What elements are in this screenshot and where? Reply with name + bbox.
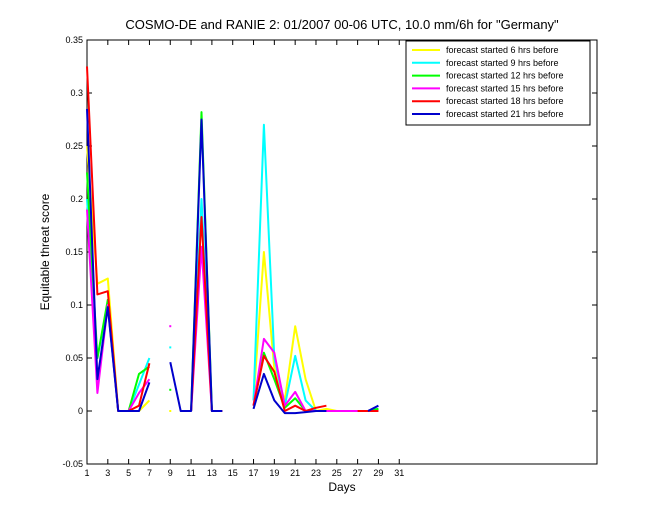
x-tick-label: 11 bbox=[186, 468, 195, 478]
x-tick-label: 21 bbox=[290, 468, 300, 478]
x-tick-label: 27 bbox=[353, 468, 363, 478]
legend-label: forecast started 15 hrs before bbox=[446, 83, 564, 93]
x-tick-label: 1 bbox=[84, 468, 89, 478]
x-axis-label: Days bbox=[328, 480, 355, 494]
legend-label: forecast started 21 hrs before bbox=[446, 109, 564, 119]
x-tick-label: 17 bbox=[249, 468, 259, 478]
x-tick-label: 25 bbox=[332, 468, 342, 478]
series-line bbox=[86, 108, 151, 412]
x-tick-label: 7 bbox=[147, 468, 152, 478]
y-tick-label: 0.25 bbox=[65, 141, 83, 151]
legend-label: forecast started 6 hrs before bbox=[446, 45, 559, 55]
legend-label: forecast started 18 hrs before bbox=[446, 96, 564, 106]
x-tick-label: 31 bbox=[394, 468, 404, 478]
series-line bbox=[169, 118, 223, 412]
x-tick-label: 9 bbox=[168, 468, 173, 478]
series-layer bbox=[86, 66, 379, 415]
series-6 bbox=[86, 108, 379, 415]
y-tick-label: 0.05 bbox=[65, 353, 83, 363]
x-tick-label: 15 bbox=[228, 468, 238, 478]
legend: forecast started 6 hrs before forecast st… bbox=[405, 40, 591, 126]
y-tick-label: 0.3 bbox=[70, 88, 83, 98]
axis-ticks: 1 3 5 7 9 11 13 15 17 19 21 23 25 27 29 31-0.0500.050.1… bbox=[62, 35, 597, 478]
chart-title: COSMO-DE and RANIE 2: 01/2007 00-06 UTC,… bbox=[125, 17, 559, 32]
x-tick-label: 29 bbox=[373, 468, 383, 478]
y-tick-label: 0.35 bbox=[65, 35, 83, 45]
series-line bbox=[252, 354, 327, 412]
series-line bbox=[252, 372, 327, 415]
x-tick-label: 5 bbox=[126, 468, 131, 478]
y-tick-label: 0.1 bbox=[70, 300, 83, 310]
x-tick-label: 19 bbox=[269, 468, 279, 478]
y-tick-label: 0.15 bbox=[65, 247, 83, 257]
legend-label: forecast started 9 hrs before bbox=[446, 58, 559, 68]
y-tick-label: -0.05 bbox=[62, 459, 83, 469]
x-tick-label: 23 bbox=[311, 468, 321, 478]
x-tick-label: 3 bbox=[105, 468, 110, 478]
y-tick-label: 0.2 bbox=[70, 194, 83, 204]
x-tick-label: 13 bbox=[207, 468, 217, 478]
series-line bbox=[367, 404, 379, 412]
legend-box bbox=[405, 40, 591, 126]
legend-label: forecast started 12 hrs before bbox=[446, 71, 564, 81]
y-axis-label: Equitable threat score bbox=[38, 193, 52, 310]
y-tick-label: 0 bbox=[78, 406, 83, 416]
